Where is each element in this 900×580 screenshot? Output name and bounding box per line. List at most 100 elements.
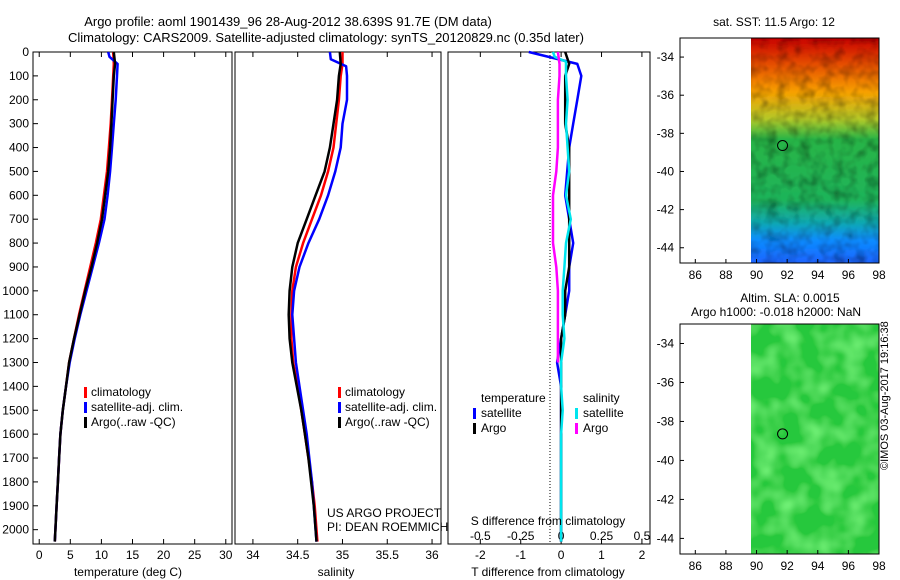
y-tick-label: 1400 [2, 379, 29, 393]
legend-label: Argo [481, 421, 507, 435]
y-tick-label: 300 [9, 117, 29, 131]
y-tick-label: 400 [9, 141, 29, 155]
series-line-satellite-adj-clim- [53, 51, 119, 542]
legend-label: climatology [345, 385, 405, 399]
salinity-axis: 34 34.5 35 35.5 36 [246, 52, 439, 562]
legend-label: Argo(..raw -QC) [91, 415, 176, 429]
x-tick-label: 2 [639, 548, 646, 562]
y-tick-label: 900 [9, 260, 29, 274]
legend-label: climatology [91, 385, 151, 399]
legend-swatch [473, 408, 476, 419]
x-tick-label: 35.5 [376, 548, 400, 562]
map-x-tick-label: 92 [780, 268, 794, 282]
sla-map-axes: -34 -36 -38 -40 -42 -44 86 88 90 92 94 96 98 [657, 336, 886, 573]
legend-label: satellite [583, 406, 624, 420]
series-line-climatology [290, 52, 344, 542]
legend-swatch [338, 417, 341, 428]
sla-map-title1: Altim. SLA: 0.0015 [740, 291, 840, 305]
s-difference-label: S difference from climatology [471, 514, 626, 528]
y-tick-label: 1900 [2, 499, 29, 513]
y-tick-label: 1100 [3, 308, 29, 322]
x-tick-label: 0 [558, 548, 565, 562]
sla-map-panel: Altim. SLA: 0.0015 Argo h1000: -0.018 h2… [657, 291, 886, 573]
legend-swatch [338, 387, 341, 398]
y-tick-label: 1000 [2, 284, 29, 298]
depth-axis: 0 100 200 300 400 500 600 700 800 900 1000 1100 1200… [2, 45, 38, 537]
map-x-tick-label: 90 [750, 268, 764, 282]
series-line-satellite-adj-clim- [291, 51, 349, 542]
series-line-temperature-satellite [528, 50, 583, 542]
map-x-tick-label: 96 [842, 559, 856, 573]
legend-label: satellite-adj. clim. [91, 400, 183, 414]
map-y-tick-label: -34 [657, 336, 675, 350]
difference-series [528, 50, 583, 542]
temperature-panel: 0100200300400500600700800900100011001200… [2, 45, 232, 579]
x-tick-label: 5 [67, 548, 74, 562]
sla-map-frame [679, 323, 880, 555]
map-x-tick-label: 92 [780, 559, 794, 573]
map-y-tick-label: -38 [657, 126, 675, 140]
map-y-tick-label: -40 [657, 164, 675, 178]
credit-line2: PI: DEAN ROEMMICH [327, 520, 448, 534]
difference-legend: temperature salinitysatelliteArgosatellit… [473, 391, 624, 435]
y-tick-label: 1700 [2, 451, 29, 465]
t-difference-axis: -2 -1 0 1 2 [475, 52, 646, 562]
x-tick-label: 36 [425, 548, 439, 562]
series-line-argo-raw-qc- [53, 51, 117, 542]
map-x-tick-label: 90 [750, 559, 764, 573]
y-tick-label: 1600 [2, 427, 29, 441]
map-y-tick-label: -44 [657, 531, 675, 545]
map-x-tick-label: 86 [689, 268, 703, 282]
sla-profile-location-marker [777, 428, 789, 440]
temperature-axis: 0 5 10 15 20 25 30 [36, 52, 233, 562]
legend-label: Argo [583, 421, 609, 435]
legend-swatch [575, 423, 578, 434]
y-tick-label: 100 [9, 69, 29, 83]
x-tick-label: 34.5 [286, 548, 310, 562]
map-y-tick-label: -42 [657, 203, 675, 217]
x-tick-label: 1 [598, 548, 605, 562]
y-tick-label: 800 [9, 236, 29, 250]
sst-map-panel: sat. SST: 11.5 Argo: 12 -34-36-38-40-42-… [657, 15, 886, 282]
map-y-tick-label: -42 [657, 492, 675, 506]
temperature-series [53, 51, 119, 542]
difference-axes-frame [447, 51, 651, 545]
x-tick-label: 35 [336, 548, 350, 562]
legend-swatch [575, 408, 578, 419]
difference-panel: -2 -1 0 1 2 -0.5 -0.25 0 0.25 0.5 S difference f… [447, 50, 651, 579]
salinity-series [287, 51, 349, 542]
legend-swatch [84, 402, 87, 413]
map-x-tick-label: 98 [872, 559, 886, 573]
temperature-xlabel: temperature (deg C) [74, 565, 182, 579]
legend-label: satellite [481, 406, 522, 420]
legend-swatch [338, 402, 341, 413]
map-x-tick-label: 88 [719, 268, 733, 282]
legend-swatch [84, 387, 87, 398]
map-y-tick-label: -34 [657, 50, 675, 64]
map-y-tick-label: -36 [657, 375, 675, 389]
map-x-tick-label: 88 [719, 559, 733, 573]
credit-line1: US ARGO PROJECT [327, 506, 442, 520]
x-tick-label: 30 [219, 548, 233, 562]
map-y-tick-label: -40 [657, 453, 675, 467]
x-tick-label: 34 [246, 548, 260, 562]
sla-field [751, 324, 879, 554]
legend-header-temperature: temperature [481, 391, 546, 405]
map-y-tick-label: -36 [657, 88, 675, 102]
map-y-tick-label: -44 [657, 241, 675, 255]
s-tick-label: -0.5 [470, 529, 491, 543]
y-tick-label: 1300 [2, 355, 29, 369]
y-tick-label: 0 [22, 45, 29, 59]
series-line-salinity-satellite [551, 51, 573, 542]
salinity-xlabel: salinity [318, 565, 355, 579]
sst-map-axes: -34 -36 -38 -40 -42 -44 86 88 90 92 94 96 98 [657, 50, 886, 282]
x-tick-label: 20 [157, 548, 171, 562]
legend-label: Argo(..raw -QC) [345, 415, 430, 429]
y-tick-label: 2000 [2, 523, 29, 537]
legend-swatch [473, 423, 476, 434]
map-x-tick-label: 96 [842, 268, 856, 282]
y-tick-label: 200 [9, 93, 29, 107]
